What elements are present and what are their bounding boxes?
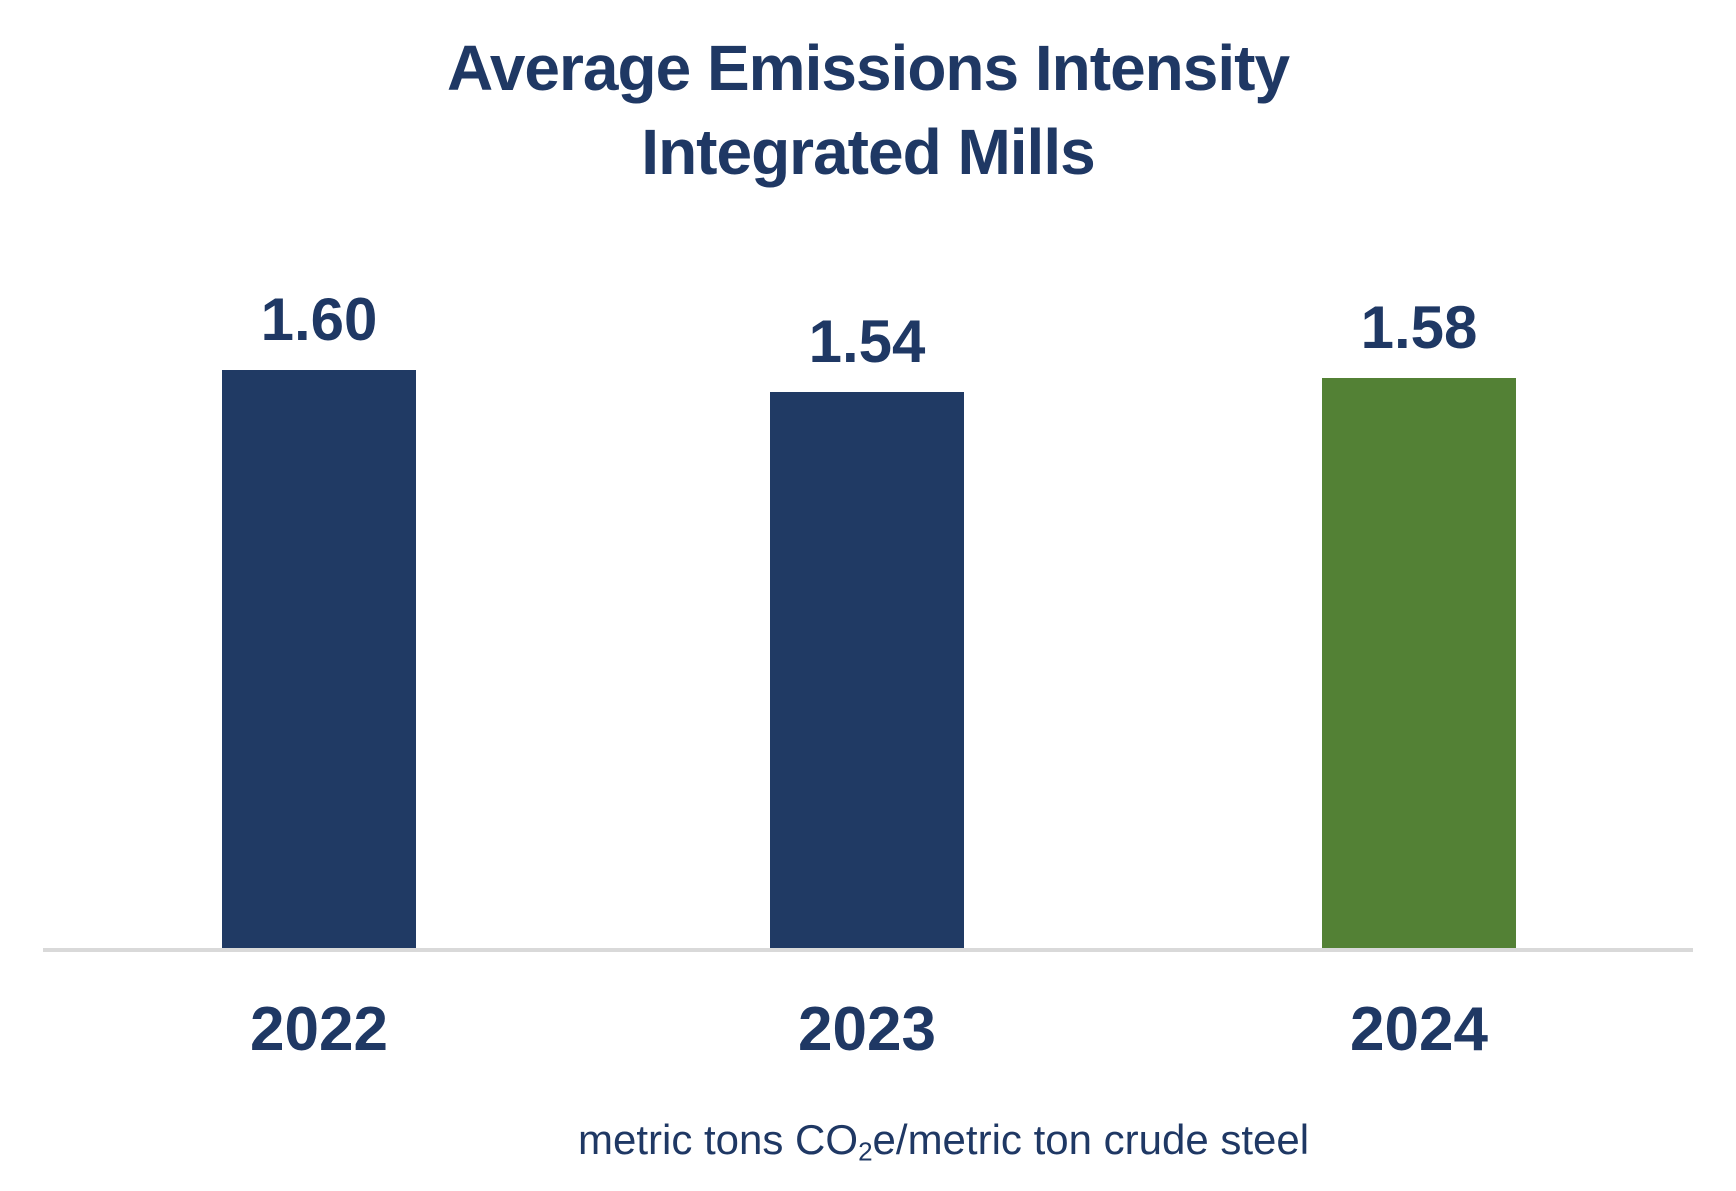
- bar-group-2023: 1.54 2023: [770, 307, 964, 1064]
- x-axis-label: 2023: [798, 995, 936, 1064]
- x-axis-line: [43, 948, 1693, 952]
- bar-group-2024: 1.58 2024: [1322, 293, 1516, 1064]
- chart-title-line1: Average Emissions Intensity: [446, 32, 1290, 104]
- value-label: 1.54: [808, 308, 926, 375]
- footnote-suffix: e/metric ton crude steel: [872, 1116, 1310, 1163]
- chart-title: Average Emissions Intensity Integrated M…: [0, 26, 1736, 194]
- axis-units-footnote: metric tons CO2e/metric ton crude steel: [578, 1116, 1310, 1167]
- value-label: 1.60: [260, 286, 378, 353]
- bar-2024: [1322, 378, 1516, 948]
- chart-title-line2: Integrated Mills: [641, 116, 1095, 188]
- value-label: 1.58: [1360, 294, 1478, 361]
- bar-group-2022: 1.60 2022: [222, 285, 416, 1064]
- x-axis-label: 2022: [250, 995, 388, 1064]
- bar-2023: [770, 392, 964, 948]
- bar-2022: [222, 370, 416, 948]
- footnote-subscript: 2: [858, 1136, 873, 1167]
- footnote-prefix: metric tons CO: [578, 1116, 859, 1163]
- x-axis-label: 2024: [1350, 995, 1488, 1064]
